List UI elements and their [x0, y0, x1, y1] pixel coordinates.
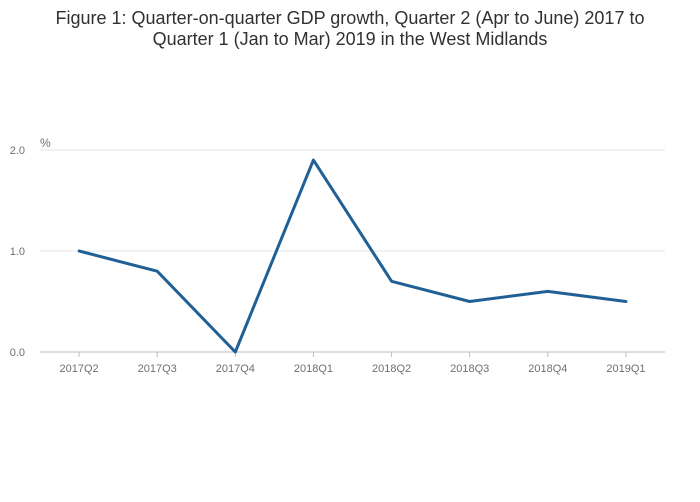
- x-tick-label: 2018Q1: [294, 363, 333, 375]
- axes: 0.0 1.0 2.0 2017Q2 2017Q3 2017Q4 2018Q1 2018Q2 2…: [10, 145, 665, 375]
- y-tick-label: 0.0: [10, 347, 25, 359]
- x-tick-label: 2018Q3: [450, 363, 489, 375]
- x-tick-label: 2017Q3: [138, 363, 177, 375]
- series: [77, 158, 628, 354]
- data-point: [311, 158, 315, 162]
- chart-title-line-1: Figure 1: Quarter-on-quarter GDP growth,…: [55, 8, 645, 28]
- x-tick-label: 2018Q2: [372, 363, 411, 375]
- x-tick-label: 2019Q1: [606, 363, 645, 375]
- chart-title-line-2: Quarter 1 (Jan to Mar) 2019 in the West …: [152, 29, 548, 49]
- y-tick-label: 2.0: [10, 145, 25, 157]
- gridlines: [40, 149, 665, 252]
- data-point: [624, 300, 628, 304]
- data-point: [390, 279, 394, 283]
- data-point: [155, 269, 159, 273]
- data-point: [233, 350, 237, 354]
- series-line-0: [77, 158, 628, 354]
- data-point: [77, 249, 81, 253]
- data-point: [546, 289, 550, 293]
- x-tick-label: 2018Q4: [528, 363, 567, 375]
- x-tick-label: 2017Q2: [59, 363, 98, 375]
- y-axis-unit-label: %: [40, 136, 51, 150]
- x-tick-label: 2017Q4: [216, 363, 255, 375]
- y-tick-label: 1.0: [10, 246, 25, 258]
- data-point: [468, 300, 472, 304]
